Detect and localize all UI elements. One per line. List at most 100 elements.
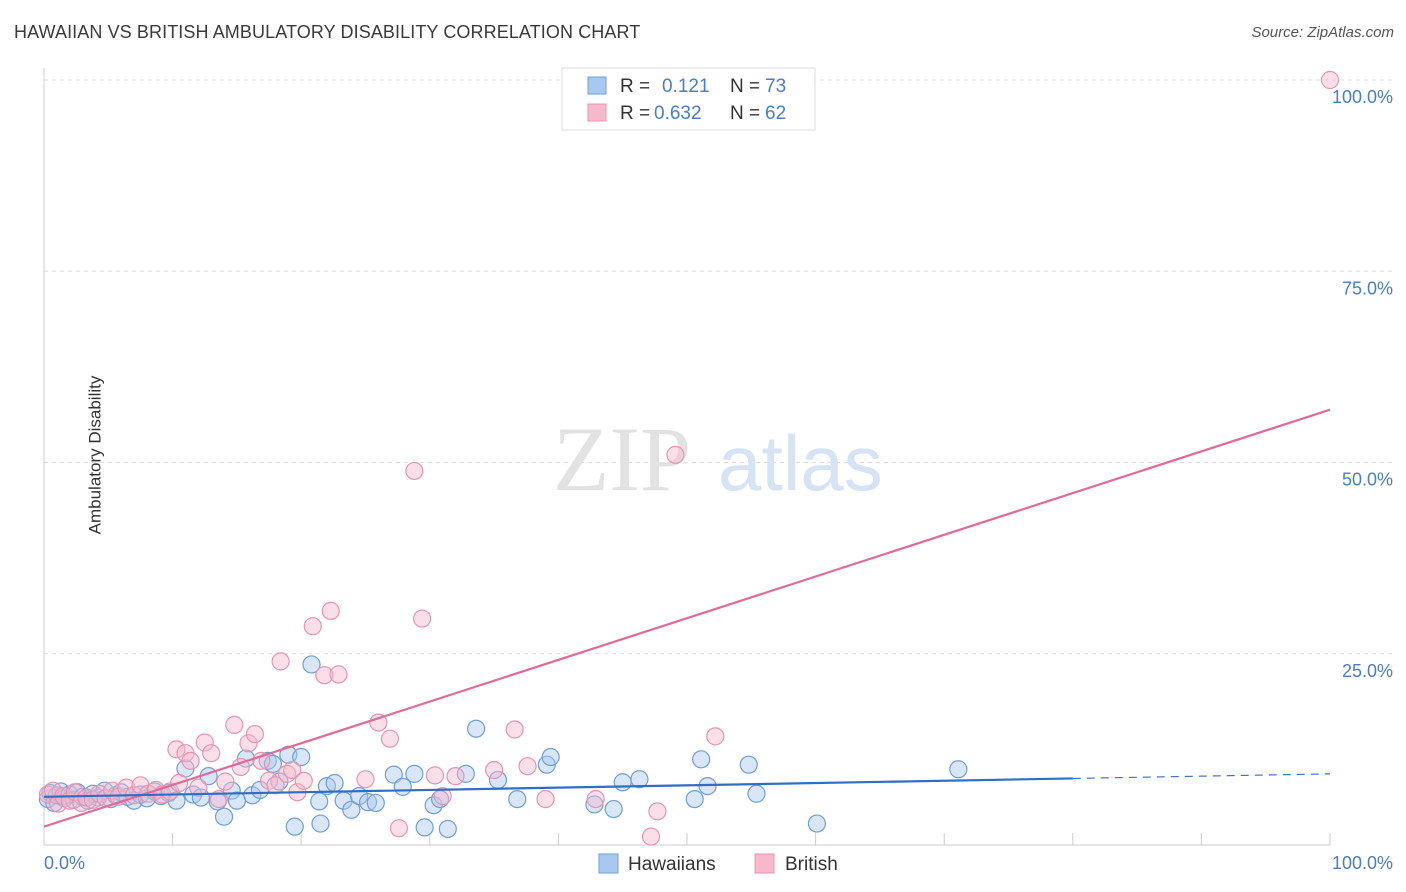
stats-n-label-british: N = xyxy=(730,103,760,124)
british-point-62 xyxy=(706,727,725,746)
legend-swatch-hawaiians xyxy=(598,853,619,874)
british-point-6 xyxy=(72,793,91,813)
british-point-56 xyxy=(518,757,537,776)
hawaiians-point-60 xyxy=(466,719,486,738)
x-tick-label-min: 0.0% xyxy=(44,853,85,873)
stats-n-value-hawaiians: 73 xyxy=(765,76,786,97)
y-tick-label-75: 75.0% xyxy=(1342,278,1393,298)
british-point-38 xyxy=(283,760,302,780)
hawaiians-point-73 xyxy=(747,784,766,803)
british-point-44 xyxy=(329,665,348,684)
british-point-45 xyxy=(356,770,375,789)
british-point-63 xyxy=(1320,70,1340,90)
y-tick-label-50: 50.0% xyxy=(1342,470,1393,490)
british-point-29 xyxy=(225,715,244,734)
hawaiians-trend-extension xyxy=(1072,773,1331,780)
british-point-55 xyxy=(505,720,524,739)
hawaiians-point-69 xyxy=(685,789,704,809)
hawaiians-point-43 xyxy=(310,792,329,811)
british-point-52 xyxy=(433,786,452,806)
british-point-31 xyxy=(239,734,258,753)
chart-source: Source: ZipAtlas.com xyxy=(1251,24,1394,41)
hawaiians-point-70 xyxy=(692,750,711,769)
stats-r-value-hawaiians: 0.121 xyxy=(662,76,710,97)
hawaiians-point-54 xyxy=(405,764,424,783)
stats-n-value-british: 62 xyxy=(765,103,786,124)
stats-box: R = 0.121 N = 73 R = 0.632 N = 62 xyxy=(561,67,816,131)
hawaiians-point-37 xyxy=(263,754,283,774)
british-point-41 xyxy=(303,617,322,636)
grid-lines xyxy=(44,79,1393,655)
watermark: ZIP atlas xyxy=(553,408,883,510)
british-point-61 xyxy=(666,445,685,464)
british-point-35 xyxy=(266,776,285,795)
stats-swatch-british xyxy=(587,103,607,122)
british-trend-line xyxy=(43,408,1331,828)
hawaiians-point-40 xyxy=(285,817,304,836)
trend-lines xyxy=(43,408,1331,828)
hawaiians-point-68 xyxy=(630,770,649,789)
british-points xyxy=(38,70,1340,846)
british-point-30 xyxy=(231,757,250,777)
british-point-46 xyxy=(369,713,388,732)
british-point-53 xyxy=(446,767,465,786)
british-point-59 xyxy=(641,827,661,846)
legend-label-hawaiians: Hawaiians xyxy=(628,854,716,875)
chart-title: HAWAIIAN VS BRITISH AMBULATORY DISABILIT… xyxy=(14,22,641,42)
stats-r-label-hawaiians: R = xyxy=(620,76,650,97)
british-point-48 xyxy=(389,819,409,838)
british-point-43 xyxy=(321,601,340,621)
british-point-40 xyxy=(294,771,313,790)
x-tick-marks xyxy=(172,833,1331,845)
hawaiians-point-31 xyxy=(222,781,241,800)
hawaiians-point-42 xyxy=(302,655,321,674)
hawaiians-point-48 xyxy=(342,800,361,819)
x-tick-label-max: 100.0% xyxy=(1332,853,1393,873)
hawaiians-trend-line xyxy=(43,777,1073,798)
stats-r-label-british: R = xyxy=(620,103,650,124)
british-point-50 xyxy=(412,609,432,628)
british-point-49 xyxy=(405,461,424,481)
british-point-23 xyxy=(181,751,200,770)
british-point-51 xyxy=(425,766,445,785)
watermark-atlas: atlas xyxy=(718,419,883,507)
hawaiians-point-46 xyxy=(325,773,344,793)
british-point-34 xyxy=(259,771,279,790)
hawaiians-point-66 xyxy=(604,799,623,819)
hawaiians-point-32 xyxy=(227,791,246,810)
hawaiians-point-72 xyxy=(739,755,758,774)
british-point-54 xyxy=(485,760,504,780)
british-point-57 xyxy=(536,789,555,809)
british-point-42 xyxy=(315,666,334,685)
stats-swatch-hawaiians xyxy=(587,76,607,95)
british-point-60 xyxy=(648,802,667,821)
hawaiians-point-58 xyxy=(438,819,457,839)
hawaiians-point-74 xyxy=(807,814,826,833)
british-point-26 xyxy=(202,744,221,763)
british-point-58 xyxy=(586,789,605,809)
stats-n-label-hawaiians: N = xyxy=(730,76,760,97)
hawaiians-point-67 xyxy=(613,773,632,792)
hawaiians-point-41 xyxy=(292,747,311,767)
hawaiians-point-55 xyxy=(415,818,434,837)
hawaiians-point-75 xyxy=(949,760,968,779)
british-point-28 xyxy=(216,772,235,791)
british-point-36 xyxy=(271,652,290,671)
hawaiians-point-50 xyxy=(358,793,378,812)
y-tick-label-25: 25.0% xyxy=(1342,661,1393,681)
y-tick-labels: 25.0% 50.0% 75.0% 100.0% xyxy=(1332,87,1393,681)
hawaiians-point-62 xyxy=(508,789,527,809)
british-point-24 xyxy=(189,778,208,797)
british-point-20 xyxy=(167,740,186,759)
hawaiians-point-30 xyxy=(214,807,234,826)
british-point-32 xyxy=(245,724,265,744)
hawaiians-point-51 xyxy=(366,793,385,813)
legend-swatch-british xyxy=(754,853,775,874)
hawaiians-point-44 xyxy=(311,814,330,833)
british-point-25 xyxy=(195,733,214,752)
hawaiians-point-64 xyxy=(541,747,560,767)
stats-r-value-british: 0.632 xyxy=(654,103,702,124)
y-tick-label-100: 100.0% xyxy=(1332,87,1393,107)
british-point-47 xyxy=(380,729,400,748)
